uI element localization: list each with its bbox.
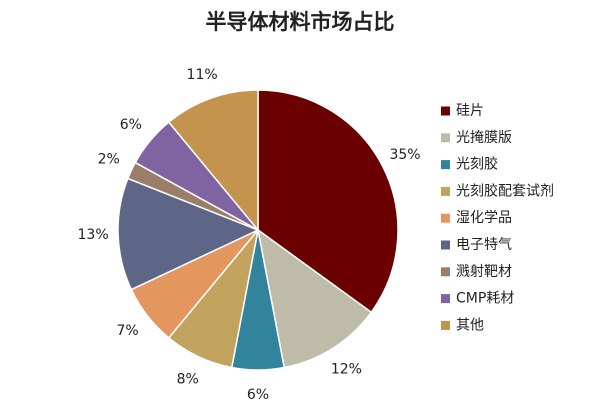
data-label: 8%: [177, 371, 199, 387]
pie-slice: [256, 228, 373, 369]
legend-label: 其他: [456, 317, 484, 333]
legend-swatch: [441, 213, 450, 223]
legend-label: CMP耗材: [456, 291, 514, 307]
data-label: 6%: [247, 387, 269, 403]
data-label: 35%: [389, 147, 420, 163]
legend-swatch: [441, 267, 450, 277]
legend-label: 硅片: [456, 103, 484, 119]
legend-label: 光掩膜版: [456, 130, 512, 146]
legend-swatch: [441, 186, 450, 196]
data-label: 2%: [98, 152, 120, 168]
legend-label: 溅射靶材: [456, 264, 512, 280]
legend-label: 电子特气: [456, 237, 512, 253]
data-label: 6%: [120, 117, 142, 133]
legend-swatch: [441, 320, 450, 330]
legend-label: 光刻胶配套试剂: [456, 182, 554, 199]
data-label: 12%: [331, 361, 362, 377]
legend-swatch: [441, 133, 450, 143]
legend-swatch: [441, 294, 450, 304]
legend-swatch: [441, 106, 450, 116]
pie-slice: [117, 177, 260, 291]
legend-swatch: [441, 160, 450, 170]
data-label: 11%: [187, 67, 218, 83]
legend-label: 光刻胶: [456, 156, 498, 173]
legend-swatch: [441, 240, 450, 250]
chart-title: 半导体材料市场占比: [206, 10, 395, 34]
data-label: 7%: [117, 323, 139, 339]
pie-slice: [167, 89, 259, 233]
legend-label: 湿化学品: [456, 210, 512, 226]
pie-slice: [257, 89, 399, 314]
data-label: 13%: [78, 227, 109, 243]
